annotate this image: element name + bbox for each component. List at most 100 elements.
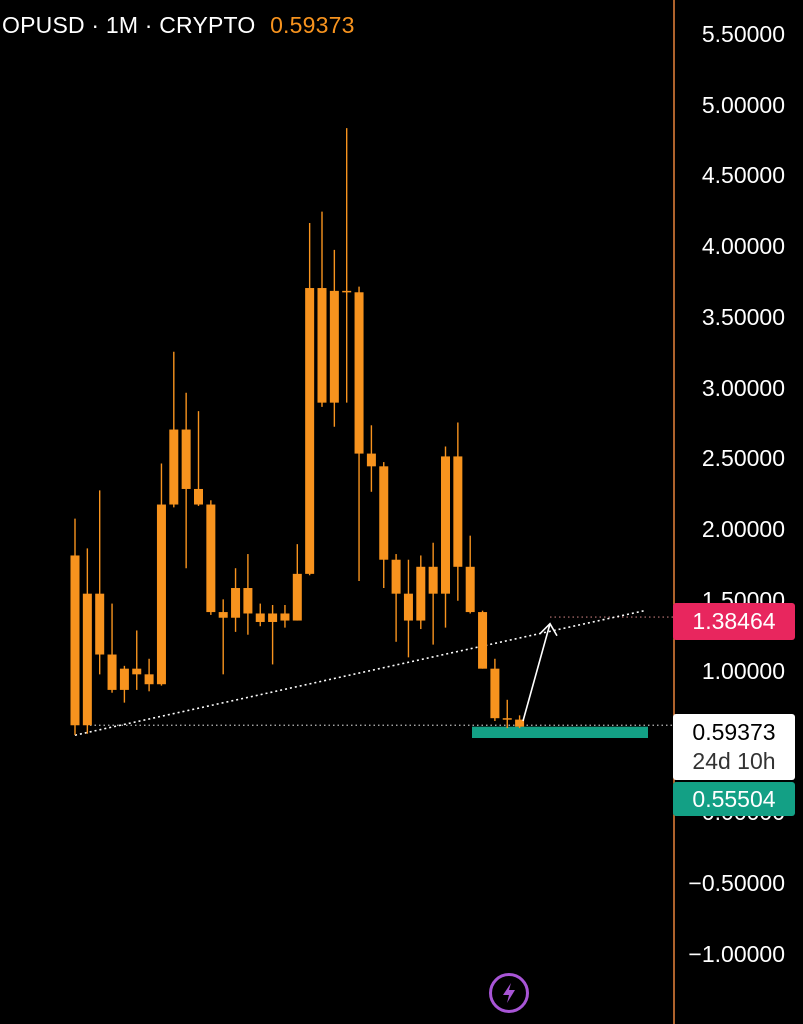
symbol-header: OPUSD · 1M · CRYPTO 0.59373 <box>2 12 355 39</box>
candle-body <box>354 292 364 454</box>
current-price-value: 0.59373 <box>692 719 776 745</box>
price-axis-tick: 4.50000 <box>701 162 785 189</box>
candle-body <box>490 668 500 719</box>
price-axis-tick: 3.50000 <box>701 303 785 330</box>
support-price-tag: 0.55504 <box>673 782 795 816</box>
header-separator: · <box>91 12 100 38</box>
candle-body <box>268 613 278 622</box>
candle-body <box>194 488 203 505</box>
candle <box>379 462 389 589</box>
target-arrow <box>522 623 551 722</box>
candle-body <box>403 593 413 621</box>
candle <box>144 658 154 692</box>
candle-body <box>465 566 475 613</box>
candle-body <box>243 588 253 614</box>
candle-body <box>391 559 401 594</box>
support-zone <box>472 726 648 739</box>
candle-body <box>169 429 179 505</box>
candle <box>317 211 327 407</box>
candle <box>490 658 500 722</box>
candle-body <box>305 288 315 574</box>
candle <box>268 604 278 665</box>
candle-body <box>181 429 191 489</box>
candle <box>305 222 315 576</box>
candle <box>342 128 352 403</box>
candle-body <box>255 613 265 622</box>
candle-body <box>478 612 488 669</box>
candle <box>453 422 463 601</box>
candle-body <box>329 290 339 403</box>
price-axis-tick: 2.50000 <box>701 445 785 472</box>
quick-trade-button[interactable] <box>489 973 529 1013</box>
candle <box>132 630 142 690</box>
candle <box>82 548 92 734</box>
candle <box>441 446 450 628</box>
candle <box>181 392 191 569</box>
candle <box>428 542 438 645</box>
candle <box>391 554 401 642</box>
candle <box>218 599 228 675</box>
candle-countdown: 24d 10h <box>692 748 776 774</box>
header-separator: · <box>144 12 153 38</box>
candle-body <box>379 466 389 560</box>
current-price-tag: 0.59373 24d 10h <box>673 714 795 780</box>
candle-body <box>144 674 154 685</box>
candle <box>70 518 80 736</box>
candle-body <box>218 612 228 618</box>
lightning-icon <box>503 983 515 1003</box>
candle <box>416 555 426 630</box>
candle-body <box>70 555 80 726</box>
candle <box>206 500 216 615</box>
candle <box>95 490 105 675</box>
candle-body <box>453 456 463 567</box>
price-axis-tick: 5.50000 <box>701 20 785 47</box>
candle <box>231 568 241 632</box>
candle <box>169 351 179 508</box>
price-axis-tick: 3.00000 <box>701 374 785 401</box>
candle-body <box>156 504 166 685</box>
candle <box>354 286 364 581</box>
candle-body <box>441 456 450 594</box>
interval-label: 1M <box>105 12 139 38</box>
candle <box>156 463 166 686</box>
candle <box>280 604 290 628</box>
candle-body <box>317 288 327 403</box>
candle-body <box>82 593 92 726</box>
candle <box>292 544 302 621</box>
last-price: 0.59373 <box>270 12 355 38</box>
candle <box>107 603 117 693</box>
candle-body <box>95 593 105 655</box>
candle <box>366 425 376 492</box>
candle <box>465 535 475 614</box>
candle-body <box>416 566 426 621</box>
candle <box>478 610 488 669</box>
price-axis-tick: 1.00000 <box>701 657 785 684</box>
candle-body <box>515 719 525 727</box>
candle <box>255 603 265 627</box>
candle <box>119 665 129 703</box>
candle-body <box>231 588 241 618</box>
candle-body <box>119 668 129 690</box>
price-axis-tick: 5.00000 <box>701 91 785 118</box>
candle-body <box>502 718 512 720</box>
candle-body <box>292 573 302 621</box>
candle-body <box>428 566 438 594</box>
candle-body <box>342 290 352 293</box>
price-axis-tick: 2.00000 <box>701 516 785 542</box>
candle <box>515 715 525 729</box>
candle-body <box>280 613 290 621</box>
price-axis-tick: −1.00000 <box>688 940 785 967</box>
target-price-tag: 1.38464 <box>673 603 795 640</box>
symbol-name: OPUSD <box>2 12 85 38</box>
candle-body <box>206 504 216 613</box>
candle <box>329 249 339 427</box>
price-axis-tick: −0.50000 <box>688 869 785 896</box>
candle-body <box>107 654 117 690</box>
price-axis-tick: 4.00000 <box>701 233 785 259</box>
target-arrow-head <box>539 622 558 637</box>
candle-body <box>366 453 376 467</box>
candle <box>194 411 203 506</box>
market-label: CRYPTO <box>159 12 256 38</box>
